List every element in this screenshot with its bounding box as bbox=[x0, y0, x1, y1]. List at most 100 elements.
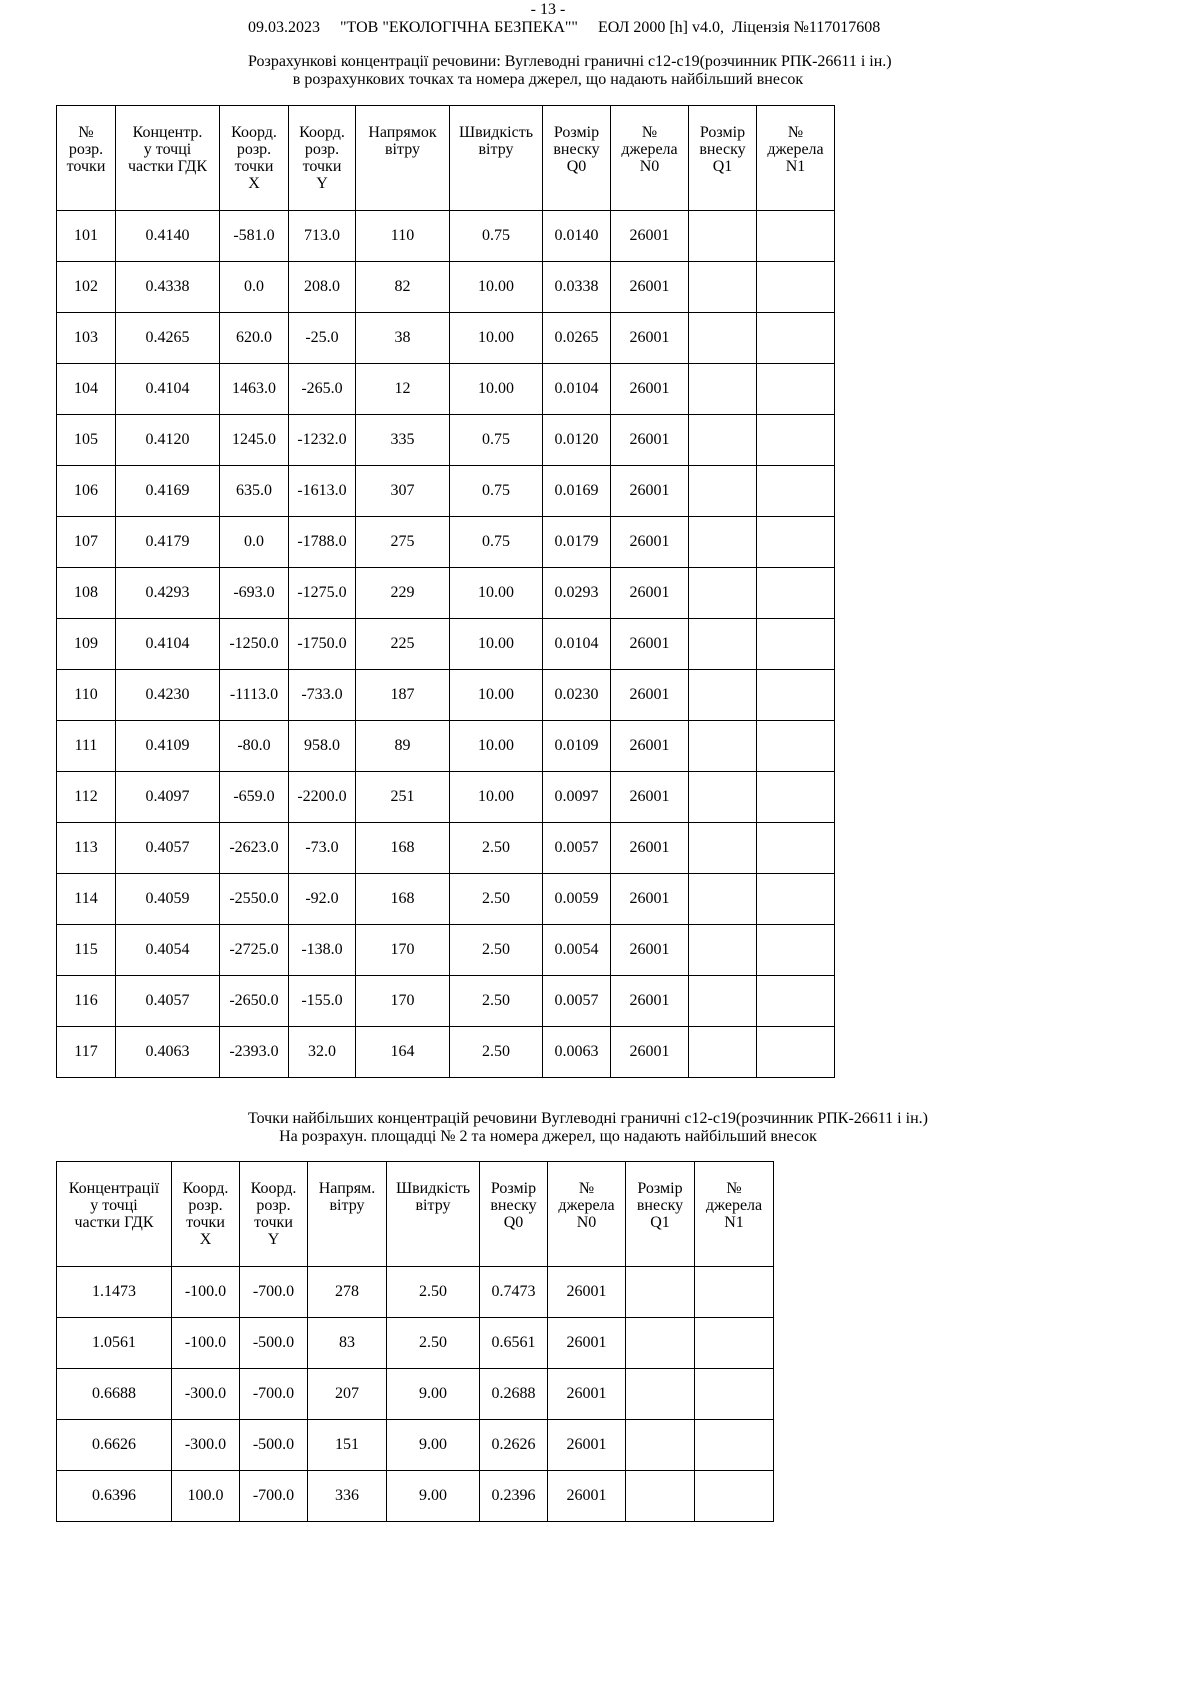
table-cell: 164 bbox=[355, 1026, 450, 1078]
column-header-line: внеску bbox=[490, 1197, 537, 1214]
column-header: № джерела N0 bbox=[547, 1161, 626, 1267]
table-cell: 26001 bbox=[610, 312, 689, 364]
table-cell: -100.0 bbox=[171, 1317, 240, 1369]
table-cell: 12 bbox=[355, 363, 450, 415]
column-header: Напрямок вітру bbox=[355, 105, 450, 211]
page-header: - 13 - 09.03.2023 "ТОВ "ЕКОЛОГІЧНА БЕЗПЕ… bbox=[248, 1, 881, 37]
table-cell: 26001 bbox=[610, 924, 689, 976]
table-cell: 0.4230 bbox=[115, 669, 220, 721]
table-cell bbox=[756, 873, 835, 925]
column-header-line: Розмір bbox=[637, 1180, 683, 1197]
table-cell: -1232.0 bbox=[288, 414, 356, 466]
table-cell: -581.0 bbox=[219, 210, 289, 262]
table-cell: 106 bbox=[56, 465, 116, 517]
table-cell bbox=[756, 618, 835, 670]
column-header-line: джерела bbox=[621, 141, 678, 158]
table1-title-line1: Розрахункові концентрації речовини: Вугл… bbox=[248, 53, 892, 70]
table-cell: -73.0 bbox=[288, 822, 356, 874]
table-cell bbox=[688, 669, 757, 721]
table-cell: 1463.0 bbox=[219, 363, 289, 415]
table-cell: 117 bbox=[56, 1026, 116, 1078]
table-cell: 26001 bbox=[610, 567, 689, 619]
table-cell: 958.0 bbox=[288, 720, 356, 772]
table-cell: 26001 bbox=[610, 414, 689, 466]
table-cell: 0.0109 bbox=[542, 720, 611, 772]
table-cell: 116 bbox=[56, 975, 116, 1027]
column-header: Коорд. розр. точки X bbox=[171, 1161, 240, 1267]
column-header-line: Розмір bbox=[553, 124, 600, 141]
table-cell: 114 bbox=[56, 873, 116, 925]
table-cell bbox=[688, 312, 757, 364]
table-cell bbox=[694, 1368, 774, 1420]
table-cell bbox=[756, 312, 835, 364]
table-cell: 110 bbox=[355, 210, 450, 262]
column-header: Напрям. вітру bbox=[307, 1161, 387, 1267]
column-header-line: точки bbox=[254, 1214, 293, 1231]
column-header-line: частки ГДК bbox=[74, 1214, 154, 1231]
table-row: 0.6396 100.0 -700.0 336 9.00 0.2396 26001 bbox=[56, 1470, 774, 1522]
column-header: № розр. точки bbox=[56, 105, 116, 211]
table-cell: 0.6626 bbox=[56, 1419, 172, 1471]
table-cell bbox=[688, 720, 757, 772]
table-cell: 251 bbox=[355, 771, 450, 823]
column-header-line: внеску bbox=[699, 141, 746, 158]
table-cell: 107 bbox=[56, 516, 116, 568]
table-cell bbox=[756, 261, 835, 313]
table1-title-line2: в розрахункових точках та номера джерел,… bbox=[292, 71, 804, 88]
table-cell: 278 bbox=[307, 1266, 387, 1318]
table-cell: 0.75 bbox=[449, 210, 543, 262]
table-cell: 10.00 bbox=[449, 363, 543, 415]
table-cell: -265.0 bbox=[288, 363, 356, 415]
header-row: Концентрації у точці частки ГДК Коорд. розр.… bbox=[56, 1161, 774, 1267]
table-cell bbox=[756, 210, 835, 262]
table-cell: 0.0104 bbox=[542, 363, 611, 415]
table-cell: 0.2396 bbox=[479, 1470, 548, 1522]
column-header: Концентрації у точці частки ГДК bbox=[56, 1161, 172, 1267]
table-row: 0.6626 -300.0 -500.0 151 9.00 0.2626 26001 bbox=[56, 1419, 774, 1471]
table-cell bbox=[625, 1317, 695, 1369]
table-row: 1.1473 -100.0 -700.0 278 2.50 0.7473 26001 bbox=[56, 1266, 774, 1318]
table-cell: 2.50 bbox=[449, 1026, 543, 1078]
column-header: Розмір внеску Q0 bbox=[542, 105, 611, 211]
table-cell: 2.50 bbox=[449, 924, 543, 976]
table-cell: -100.0 bbox=[171, 1266, 240, 1318]
table-cell bbox=[688, 1026, 757, 1078]
table-cell: 336 bbox=[307, 1470, 387, 1522]
column-header-line: Напрямок bbox=[368, 124, 437, 141]
table-cell: 89 bbox=[355, 720, 450, 772]
table-cell: 0.0140 bbox=[542, 210, 611, 262]
table-cell: 83 bbox=[307, 1317, 387, 1369]
table-cell: -138.0 bbox=[288, 924, 356, 976]
table-cell bbox=[688, 465, 757, 517]
table-cell bbox=[688, 363, 757, 415]
table-cell: 0.0120 bbox=[542, 414, 611, 466]
column-header-line: Напрям. bbox=[318, 1180, 376, 1197]
table-cell: 10.00 bbox=[449, 720, 543, 772]
table-cell: 26001 bbox=[547, 1317, 626, 1369]
column-header: Концентр. у точці частки ГДК bbox=[115, 105, 220, 211]
table-cell: -733.0 bbox=[288, 669, 356, 721]
table-cell: 0.0054 bbox=[542, 924, 611, 976]
table-cell bbox=[688, 975, 757, 1027]
table-cell: 2.50 bbox=[449, 975, 543, 1027]
table-cell: 115 bbox=[56, 924, 116, 976]
table-row: 1.0561 -100.0 -500.0 83 2.50 0.6561 26001 bbox=[56, 1317, 774, 1369]
table-cell: -700.0 bbox=[239, 1368, 308, 1420]
table-cell: 0.0169 bbox=[542, 465, 611, 517]
table-cell: 26001 bbox=[547, 1419, 626, 1471]
table-cell: 0.0338 bbox=[542, 261, 611, 313]
header-info-line: 09.03.2023 "ТОВ "ЕКОЛОГІЧНА БЕЗПЕКА"" ЕО… bbox=[248, 19, 881, 36]
table-row: 108 0.4293 -693.0 -1275.0 229 10.00 0.0293 2600… bbox=[56, 567, 835, 619]
table-cell: 26001 bbox=[547, 1368, 626, 1420]
table-cell bbox=[694, 1317, 774, 1369]
table1-title: Розрахункові концентрації речовини: Вугл… bbox=[248, 53, 892, 89]
column-header-line: № bbox=[78, 124, 94, 141]
table-cell: 0.4057 bbox=[115, 975, 220, 1027]
table-cell: 170 bbox=[355, 975, 450, 1027]
column-header-line: точки bbox=[234, 158, 274, 175]
table-cell: -1613.0 bbox=[288, 465, 356, 517]
column-header-line: N1 bbox=[785, 158, 806, 175]
table-cell: 26001 bbox=[610, 363, 689, 415]
table-cell: 0.4293 bbox=[115, 567, 220, 619]
table-cell: 112 bbox=[56, 771, 116, 823]
